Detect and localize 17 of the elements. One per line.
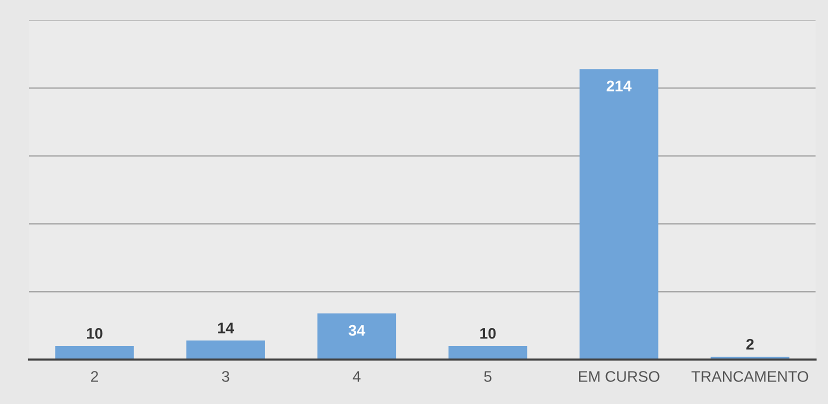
x-tick-label: 5 xyxy=(484,371,492,382)
x-tick-label: 3 xyxy=(222,371,230,382)
data-label: 10 xyxy=(86,328,102,339)
x-tick-label: TRANCAMENTO xyxy=(692,371,808,382)
bar xyxy=(186,340,265,360)
data-label: 14 xyxy=(218,322,234,334)
data-label: 10 xyxy=(480,328,496,339)
x-tick-label: 2 xyxy=(91,371,98,382)
bar xyxy=(448,346,528,360)
x-tick-label: 4 xyxy=(352,371,361,382)
data-label: 2 xyxy=(746,338,754,350)
data-label: 214 xyxy=(606,80,632,92)
bar xyxy=(580,69,658,360)
bar xyxy=(55,346,134,360)
x-tick-label: EM CURSO xyxy=(579,371,660,382)
bar xyxy=(317,313,396,360)
data-label: 34 xyxy=(348,324,366,336)
